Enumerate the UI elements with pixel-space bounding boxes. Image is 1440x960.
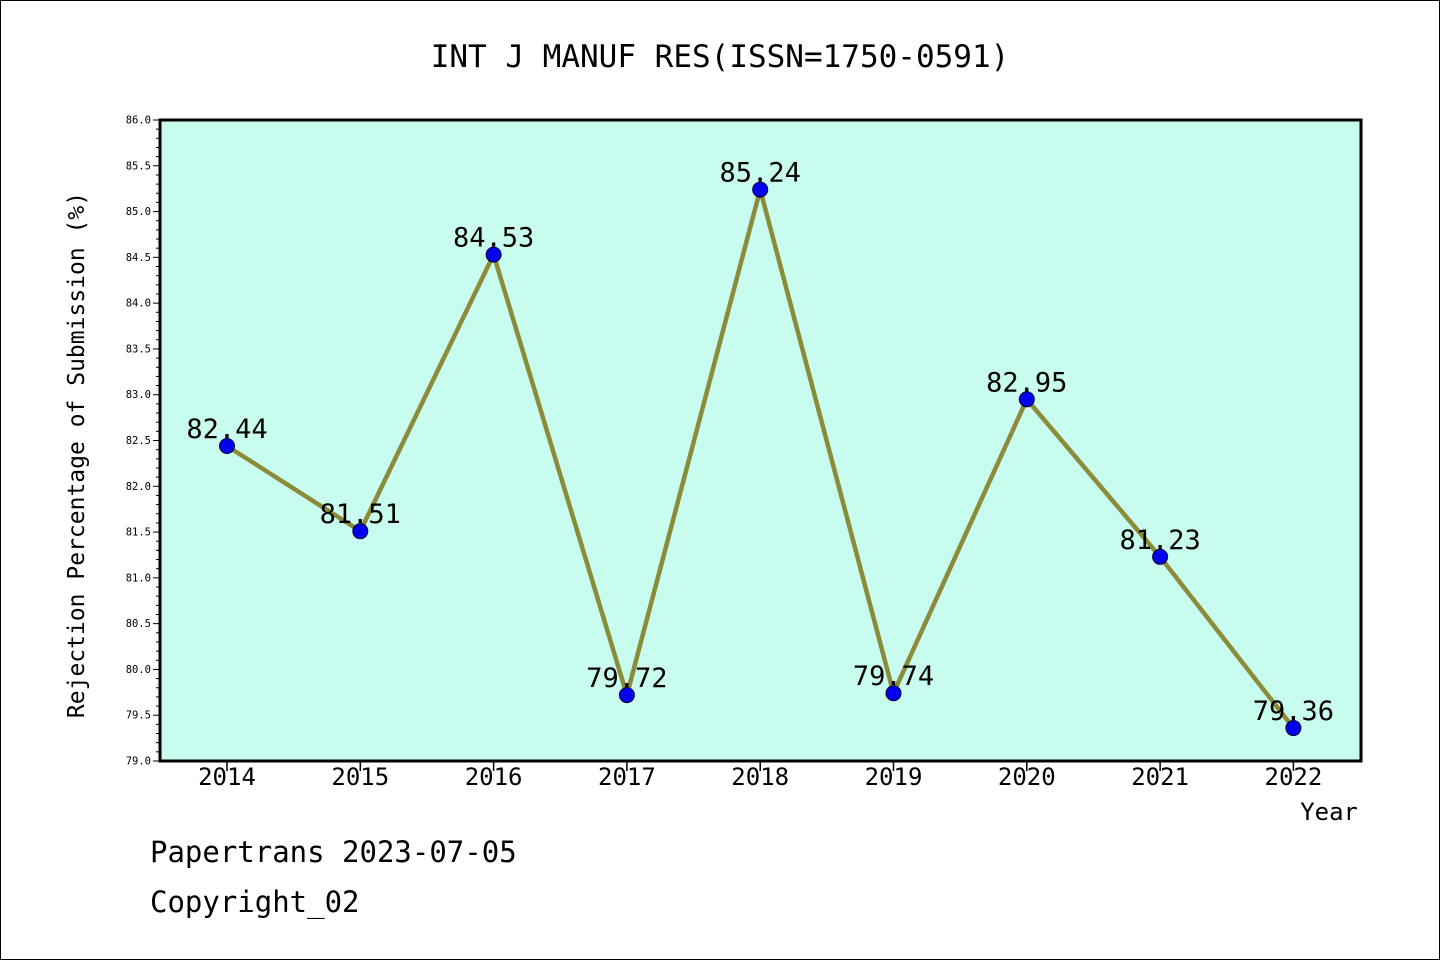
- y-axis-label: Rejection Percentage of Submission (%): [64, 192, 90, 718]
- footer-copyright: Copyright_02: [150, 885, 360, 919]
- x-tick-label: 2021: [1131, 763, 1189, 791]
- data-label: 81.51: [320, 499, 401, 530]
- y-tick-label: 80.5: [126, 618, 151, 630]
- data-label: 79.72: [586, 663, 667, 694]
- series-layer: 82.44 81.51 84.53 79.72 85.24 79.74 82.95 81.23…: [186, 158, 1334, 737]
- x-tick-label: 2015: [331, 763, 389, 791]
- x-tick-label: 2016: [465, 763, 523, 791]
- x-tick-label: 2019: [865, 763, 923, 791]
- plot-area: [158, 118, 1363, 763]
- x-axis: 2014 2015 2016 2017 2018 2019 2020 2021 2022: [198, 761, 1322, 791]
- y-tick-label: 79.0: [126, 756, 151, 768]
- data-label: 85.24: [720, 158, 801, 189]
- x-tick-label: 2014: [198, 763, 256, 791]
- y-tick-label: 82.5: [126, 435, 151, 447]
- data-label: 81.23: [1119, 525, 1200, 556]
- y-tick-label: 84.5: [126, 252, 151, 264]
- y-tick-label: 83.5: [126, 343, 151, 355]
- y-tick-label: 81.5: [126, 527, 151, 539]
- data-point-marker: [752, 181, 769, 198]
- y-tick-label: 80.0: [126, 664, 151, 676]
- data-point-marker: [1285, 720, 1302, 737]
- y-axis: 79.0 79.5 80.0 80.5 81.0 81.5 82.0 82.5 83.0 83.5…: [126, 115, 160, 768]
- data-point-marker: [1018, 391, 1035, 408]
- x-tick-label: 2018: [731, 763, 789, 791]
- data-label: 82.44: [186, 414, 267, 445]
- data-point-marker: [219, 437, 235, 454]
- data-label: 79.74: [853, 661, 934, 692]
- y-tick-label: 79.5: [126, 710, 151, 722]
- x-tick-label: 2022: [1265, 763, 1323, 791]
- y-tick-label: 81.0: [126, 572, 151, 584]
- y-tick-label: 84.0: [126, 298, 151, 310]
- x-axis-label: Year: [1300, 798, 1358, 826]
- x-tick-label: 2017: [598, 763, 656, 791]
- y-tick-label: 86.0: [126, 115, 151, 127]
- data-point-marker: [352, 523, 369, 540]
- y-tick-label: 85.0: [126, 206, 151, 218]
- y-tick-label: 82.0: [126, 481, 151, 493]
- y-tick-label: 83.0: [126, 389, 151, 401]
- data-point-marker: [1152, 548, 1169, 565]
- data-point-marker: [618, 687, 635, 704]
- data-point-marker: [885, 685, 902, 702]
- data-label: 82.95: [986, 367, 1067, 398]
- chart-title: INT J MANUF RES(ISSN=1750-0591): [431, 39, 1010, 75]
- data-label: 84.53: [453, 223, 534, 254]
- footer-date-stamp: Papertrans 2023-07-05: [150, 835, 517, 869]
- x-tick-label: 2020: [998, 763, 1056, 791]
- data-label: 79.36: [1253, 696, 1334, 727]
- y-tick-label: 85.5: [126, 160, 151, 172]
- data-point-marker: [485, 246, 502, 263]
